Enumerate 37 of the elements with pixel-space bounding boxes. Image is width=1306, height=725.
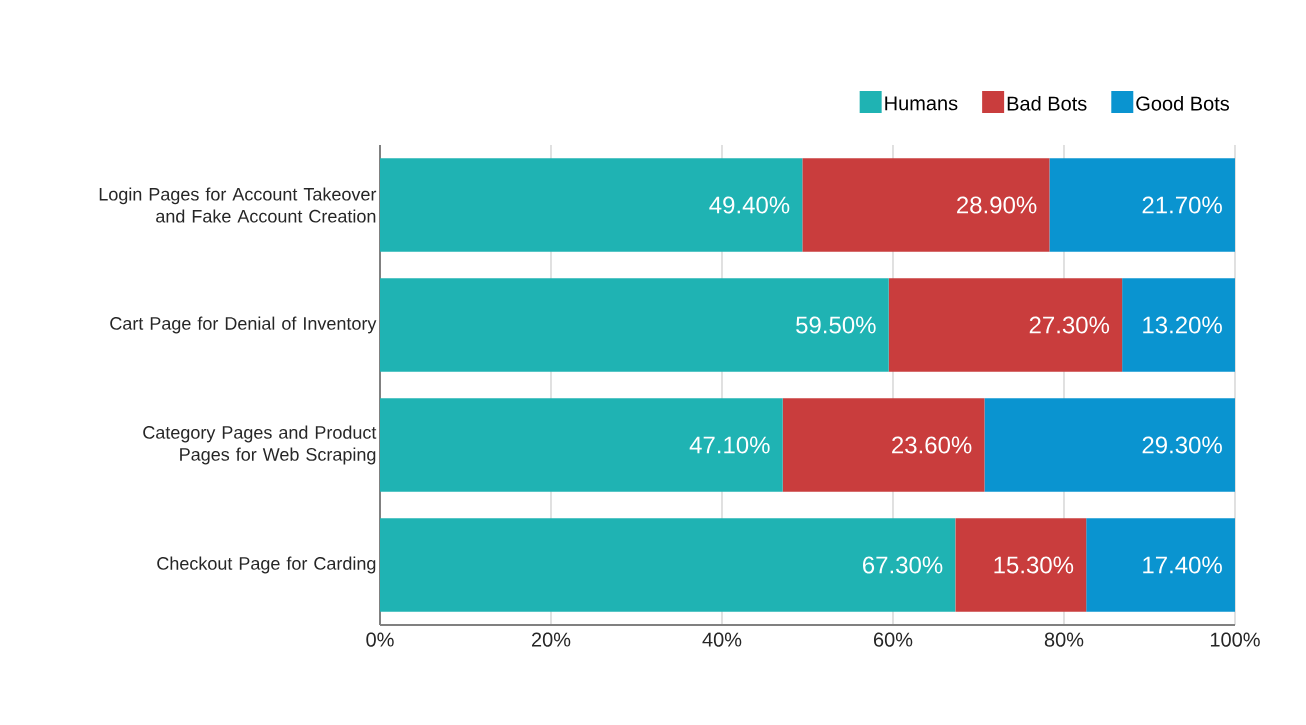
data-label: 49.40% xyxy=(709,196,790,214)
bar xyxy=(380,398,783,492)
x-tick-label: 100% xyxy=(1210,632,1260,647)
y-tick-label: Login Pages for Account Takeover and Fake Account Creation xyxy=(99,187,377,223)
bar xyxy=(380,278,889,372)
x-tick-label: 60% xyxy=(874,632,913,647)
bar xyxy=(1049,158,1235,252)
data-label: 67.30% xyxy=(863,556,943,574)
data-label: 21.70% xyxy=(1142,196,1222,214)
bar xyxy=(380,518,956,612)
bar xyxy=(1086,518,1235,612)
data-label: 28.90% xyxy=(957,196,1037,214)
bar xyxy=(782,398,985,492)
x-tick-label: 40% xyxy=(702,632,742,647)
x-tick-label: 0% xyxy=(366,632,394,647)
legend-label: Good Bots xyxy=(1136,96,1230,111)
y-tick-label: Category Pages and Product Pages for Web Scraping xyxy=(143,425,377,465)
data-label: 27.30% xyxy=(1029,316,1110,334)
x-tick-label: 20% xyxy=(531,632,571,647)
x-tick-label: 80% xyxy=(1044,632,1084,647)
bar xyxy=(984,398,1235,492)
y-tick-label: Cart Page for Denial of Inventory xyxy=(110,316,377,334)
bar xyxy=(380,158,803,252)
data-label: 29.30% xyxy=(1142,436,1222,454)
legend-label: Bad Bots xyxy=(1007,96,1087,111)
data-label: 47.10% xyxy=(689,436,770,454)
bar xyxy=(955,518,1087,612)
data-label: 59.50% xyxy=(796,316,876,334)
bar xyxy=(888,278,1123,372)
data-label: 13.20% xyxy=(1143,316,1222,334)
bar xyxy=(802,158,1050,252)
data-label: 23.60% xyxy=(892,436,972,454)
data-label: 15.30% xyxy=(994,556,1074,574)
legend-label: Humans xyxy=(885,96,958,111)
bar xyxy=(1122,278,1235,372)
y-tick-label: Checkout Page for Carding xyxy=(157,556,376,574)
data-label: 17.40% xyxy=(1143,556,1222,574)
